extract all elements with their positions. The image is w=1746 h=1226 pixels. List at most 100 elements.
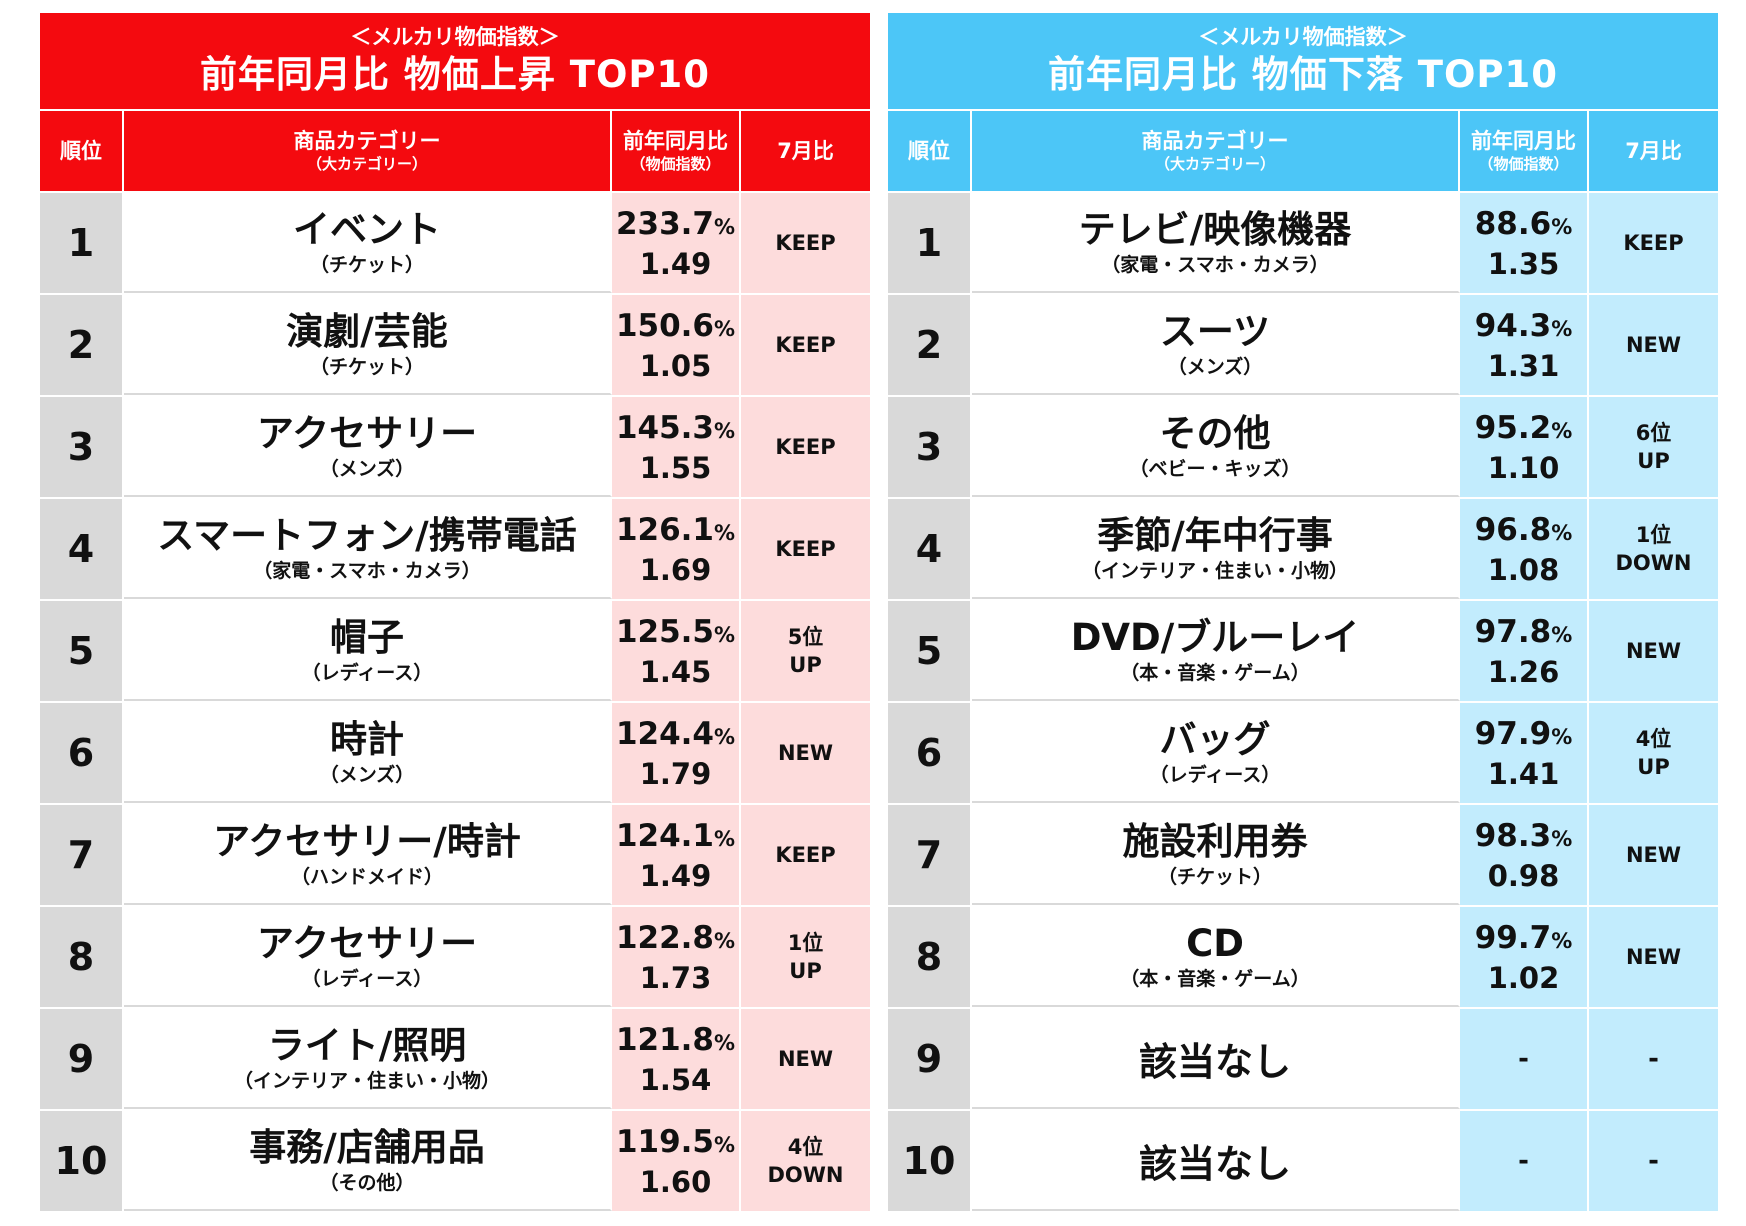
price-index: 0.98: [1487, 858, 1560, 893]
category-cell: 時計 （メンズ）: [124, 703, 612, 803]
category-name: 季節/年中行事: [1097, 514, 1333, 557]
price-index: 1.55: [639, 450, 712, 485]
yoy-percent-value: 145.3: [615, 409, 714, 446]
category-parent: （レディース）: [301, 662, 433, 684]
yoy-percent-value: 94.3: [1474, 307, 1552, 344]
rank-number: 6: [67, 731, 95, 775]
yoy-percent: 96.8%: [1475, 511, 1573, 552]
percent-sign: %: [1551, 418, 1573, 443]
category-cell: アクセサリー （メンズ）: [124, 397, 612, 497]
category-cell: スーツ （メンズ）: [972, 295, 1460, 395]
category-header-sub: （大カテゴリー）: [1154, 155, 1275, 173]
table-row: 6 時計 （メンズ） 124.4% 1.79 NEW: [40, 703, 870, 805]
category-cell: 帽子 （レディース）: [124, 601, 612, 701]
yoy-percent: 124.4%: [616, 715, 735, 756]
category-name: スマートフォン/携帯電話: [157, 514, 577, 557]
yoy-header: 前年同月比 （物価指数）: [1460, 111, 1589, 191]
yoy-percent: 119.5%: [616, 1123, 735, 1164]
rank-header: 順位: [40, 111, 124, 191]
rank-number: 7: [67, 833, 95, 877]
rank-number: 1: [67, 221, 95, 265]
vs-july-cell: NEW: [1589, 295, 1718, 395]
yoy-percent-value: 99.7: [1474, 919, 1552, 956]
category-header: 商品カテゴリー （大カテゴリー）: [972, 111, 1460, 191]
category-cell: 事務/店舗用品 （その他）: [124, 1111, 612, 1211]
yoy-percent-value: 97.9: [1474, 715, 1552, 752]
yoy-percent: 124.1%: [616, 817, 735, 858]
fall-rows: 1 テレビ/映像機器 （家電・スマホ・カメラ） 88.6% 1.35 KEEP 2 スーツ （メ…: [888, 193, 1718, 1213]
category-parent: （インテリア・住まい・小物）: [1081, 560, 1348, 582]
vs-july-cell: NEW: [741, 703, 870, 803]
category-name: 演劇/芸能: [286, 310, 448, 353]
vs-july-cell: 1位 DOWN: [1589, 499, 1718, 599]
rank-number: 1: [915, 221, 943, 265]
fall-title-banner: ＜メルカリ物価指数＞ 前年同月比 物価下落 TOP10: [888, 13, 1718, 109]
category-name: DVD/ブルーレイ: [1070, 616, 1360, 659]
percent-sign: %: [1551, 214, 1573, 239]
yoy-cell: 145.3% 1.55: [612, 397, 741, 497]
vs-july-cell: NEW: [741, 1009, 870, 1109]
yoy-percent-value: 119.5: [615, 1123, 714, 1160]
percent-sign: %: [714, 520, 736, 545]
category-cell: 該当なし: [972, 1009, 1460, 1109]
yoy-percent: 94.3%: [1475, 307, 1573, 348]
percent-sign: %: [1551, 316, 1573, 341]
vs-july-cell: 5位 UP: [741, 601, 870, 701]
no-data-dash: -: [1518, 1146, 1529, 1176]
table-row: 1 イベント （チケット） 233.7% 1.49 KEEP: [40, 193, 870, 295]
rank-cell: 1: [888, 193, 972, 293]
rank-change: NEW: [1625, 945, 1682, 969]
yoy-percent-value: 124.4: [615, 715, 714, 752]
category-parent: （ベビー・キッズ）: [1129, 458, 1301, 480]
rank-cell: 10: [40, 1111, 124, 1211]
category-name: テレビ/映像機器: [1078, 208, 1352, 251]
rank-cell: 7: [40, 805, 124, 905]
rank-change: KEEP: [775, 537, 836, 561]
yoy-percent: 88.6%: [1475, 205, 1573, 246]
rank-number: 2: [915, 323, 943, 367]
yoy-cell: 97.8% 1.26: [1460, 601, 1589, 701]
rank-change: 4位 DOWN: [767, 1135, 844, 1187]
yoy-percent-value: 88.6: [1474, 205, 1552, 242]
rank-cell: 10: [888, 1111, 972, 1211]
rank-cell: 7: [888, 805, 972, 905]
category-parent: （家電・スマホ・カメラ）: [253, 560, 481, 582]
category-name: その他: [1159, 412, 1271, 455]
table-row: 1 テレビ/映像機器 （家電・スマホ・カメラ） 88.6% 1.35 KEEP: [888, 193, 1718, 295]
table-row: 5 帽子 （レディース） 125.5% 1.45 5位 UP: [40, 601, 870, 703]
rank-number: 5: [915, 629, 943, 673]
price-index: 1.54: [639, 1062, 712, 1097]
rank-change: KEEP: [775, 435, 836, 459]
category-cell: テレビ/映像機器 （家電・スマホ・カメラ）: [972, 193, 1460, 293]
price-index: 1.69: [639, 552, 712, 587]
price-rise-table: ＜メルカリ物価指数＞ 前年同月比 物価上昇 TOP10 順位 商品カテゴリー （…: [40, 13, 870, 1213]
rank-change: NEW: [1625, 333, 1682, 357]
price-index: 1.60: [639, 1164, 712, 1199]
percent-sign: %: [714, 928, 736, 953]
vs-july-cell: NEW: [1589, 601, 1718, 701]
rank-change: KEEP: [775, 333, 836, 357]
price-index: 1.31: [1487, 348, 1560, 383]
category-name: 事務/店舗用品: [249, 1126, 485, 1169]
percent-sign: %: [714, 724, 736, 749]
percent-sign: %: [714, 418, 736, 443]
rank-cell: 2: [888, 295, 972, 395]
rank-header-label: 順位: [908, 139, 950, 163]
rank-cell: 8: [888, 907, 972, 1007]
yoy-cell: 88.6% 1.35: [1460, 193, 1589, 293]
category-name: ライト/照明: [267, 1024, 467, 1067]
rank-number: 3: [915, 425, 943, 469]
category-cell: DVD/ブルーレイ （本・音楽・ゲーム）: [972, 601, 1460, 701]
yoy-percent-value: 122.8: [615, 919, 714, 956]
category-parent: （チケット）: [309, 356, 424, 378]
table-row: 8 アクセサリー （レディース） 122.8% 1.73 1位 UP: [40, 907, 870, 1009]
yoy-cell: 97.9% 1.41: [1460, 703, 1589, 803]
rank-change: KEEP: [1623, 231, 1684, 255]
rank-change: -: [1648, 1044, 1659, 1074]
yoy-percent: 98.3%: [1475, 817, 1573, 858]
rank-number: 9: [67, 1037, 95, 1081]
vs-july-cell: 1位 UP: [741, 907, 870, 1007]
price-index: 1.49: [639, 246, 712, 281]
vs-july-cell: 4位 UP: [1589, 703, 1718, 803]
rank-change: KEEP: [775, 843, 836, 867]
